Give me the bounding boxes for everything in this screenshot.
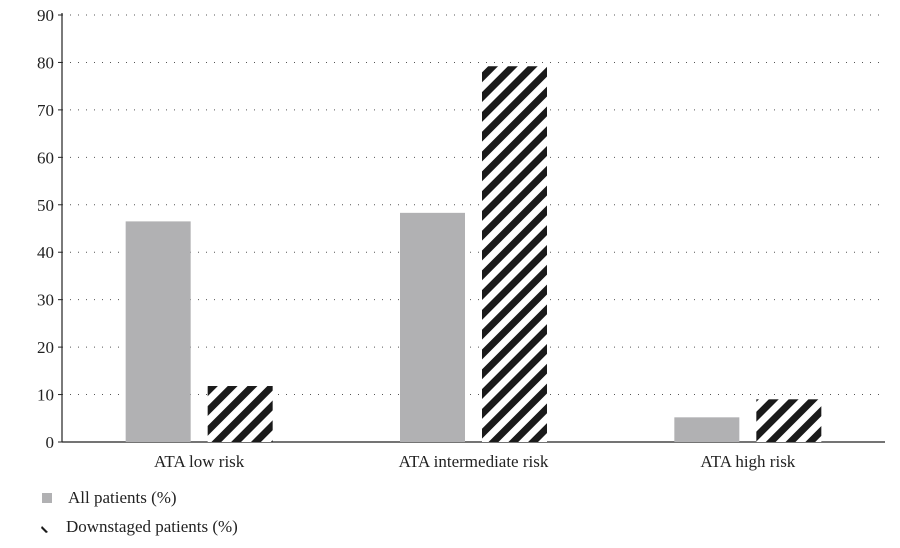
bars (125, 66, 822, 443)
bar-all-patients (674, 417, 740, 442)
y-tick-label: 80 (37, 53, 54, 72)
axis-labels: 0 10 20 30 40 50 60 70 80 90 ATA low risk ATA inter… (37, 6, 796, 471)
y-tick-label: 0 (46, 433, 55, 452)
y-tick-label: 10 (37, 386, 54, 405)
legend-label-downstaged-patients: Downstaged patients (%) (66, 516, 238, 536)
bar-all-patients (125, 221, 191, 442)
bar-downstaged-patients (482, 66, 547, 443)
bar-all-patients (400, 212, 465, 442)
legend-swatch-solid (42, 492, 52, 503)
x-category-label: ATA high risk (700, 452, 795, 471)
legend: All patients (%) Downstaged patients (%) (40, 483, 238, 541)
y-tick-label: 50 (37, 196, 54, 215)
y-tick-label: 40 (37, 243, 54, 262)
bar-chart: 0 10 20 30 40 50 60 70 80 90 ATA low risk ATA inter… (37, 6, 885, 471)
bar-downstaged-patients (756, 399, 822, 442)
legend-swatch-hatch (40, 520, 54, 534)
y-tick-label: 30 (37, 291, 54, 310)
bar-downstaged-patients (207, 386, 273, 442)
y-tick-label: 90 (37, 6, 54, 25)
y-tick-label: 20 (37, 338, 54, 357)
y-tick-label: 70 (37, 101, 54, 120)
x-category-label: ATA intermediate risk (399, 452, 549, 471)
legend-label-all-patients: All patients (%) (68, 487, 177, 507)
x-category-label: ATA low risk (154, 452, 245, 471)
legend-item-all-patients: All patients (%) (40, 483, 238, 512)
axes (58, 13, 885, 443)
legend-item-downstaged-patients: Downstaged patients (%) (40, 512, 238, 541)
y-tick-label: 60 (37, 148, 54, 167)
